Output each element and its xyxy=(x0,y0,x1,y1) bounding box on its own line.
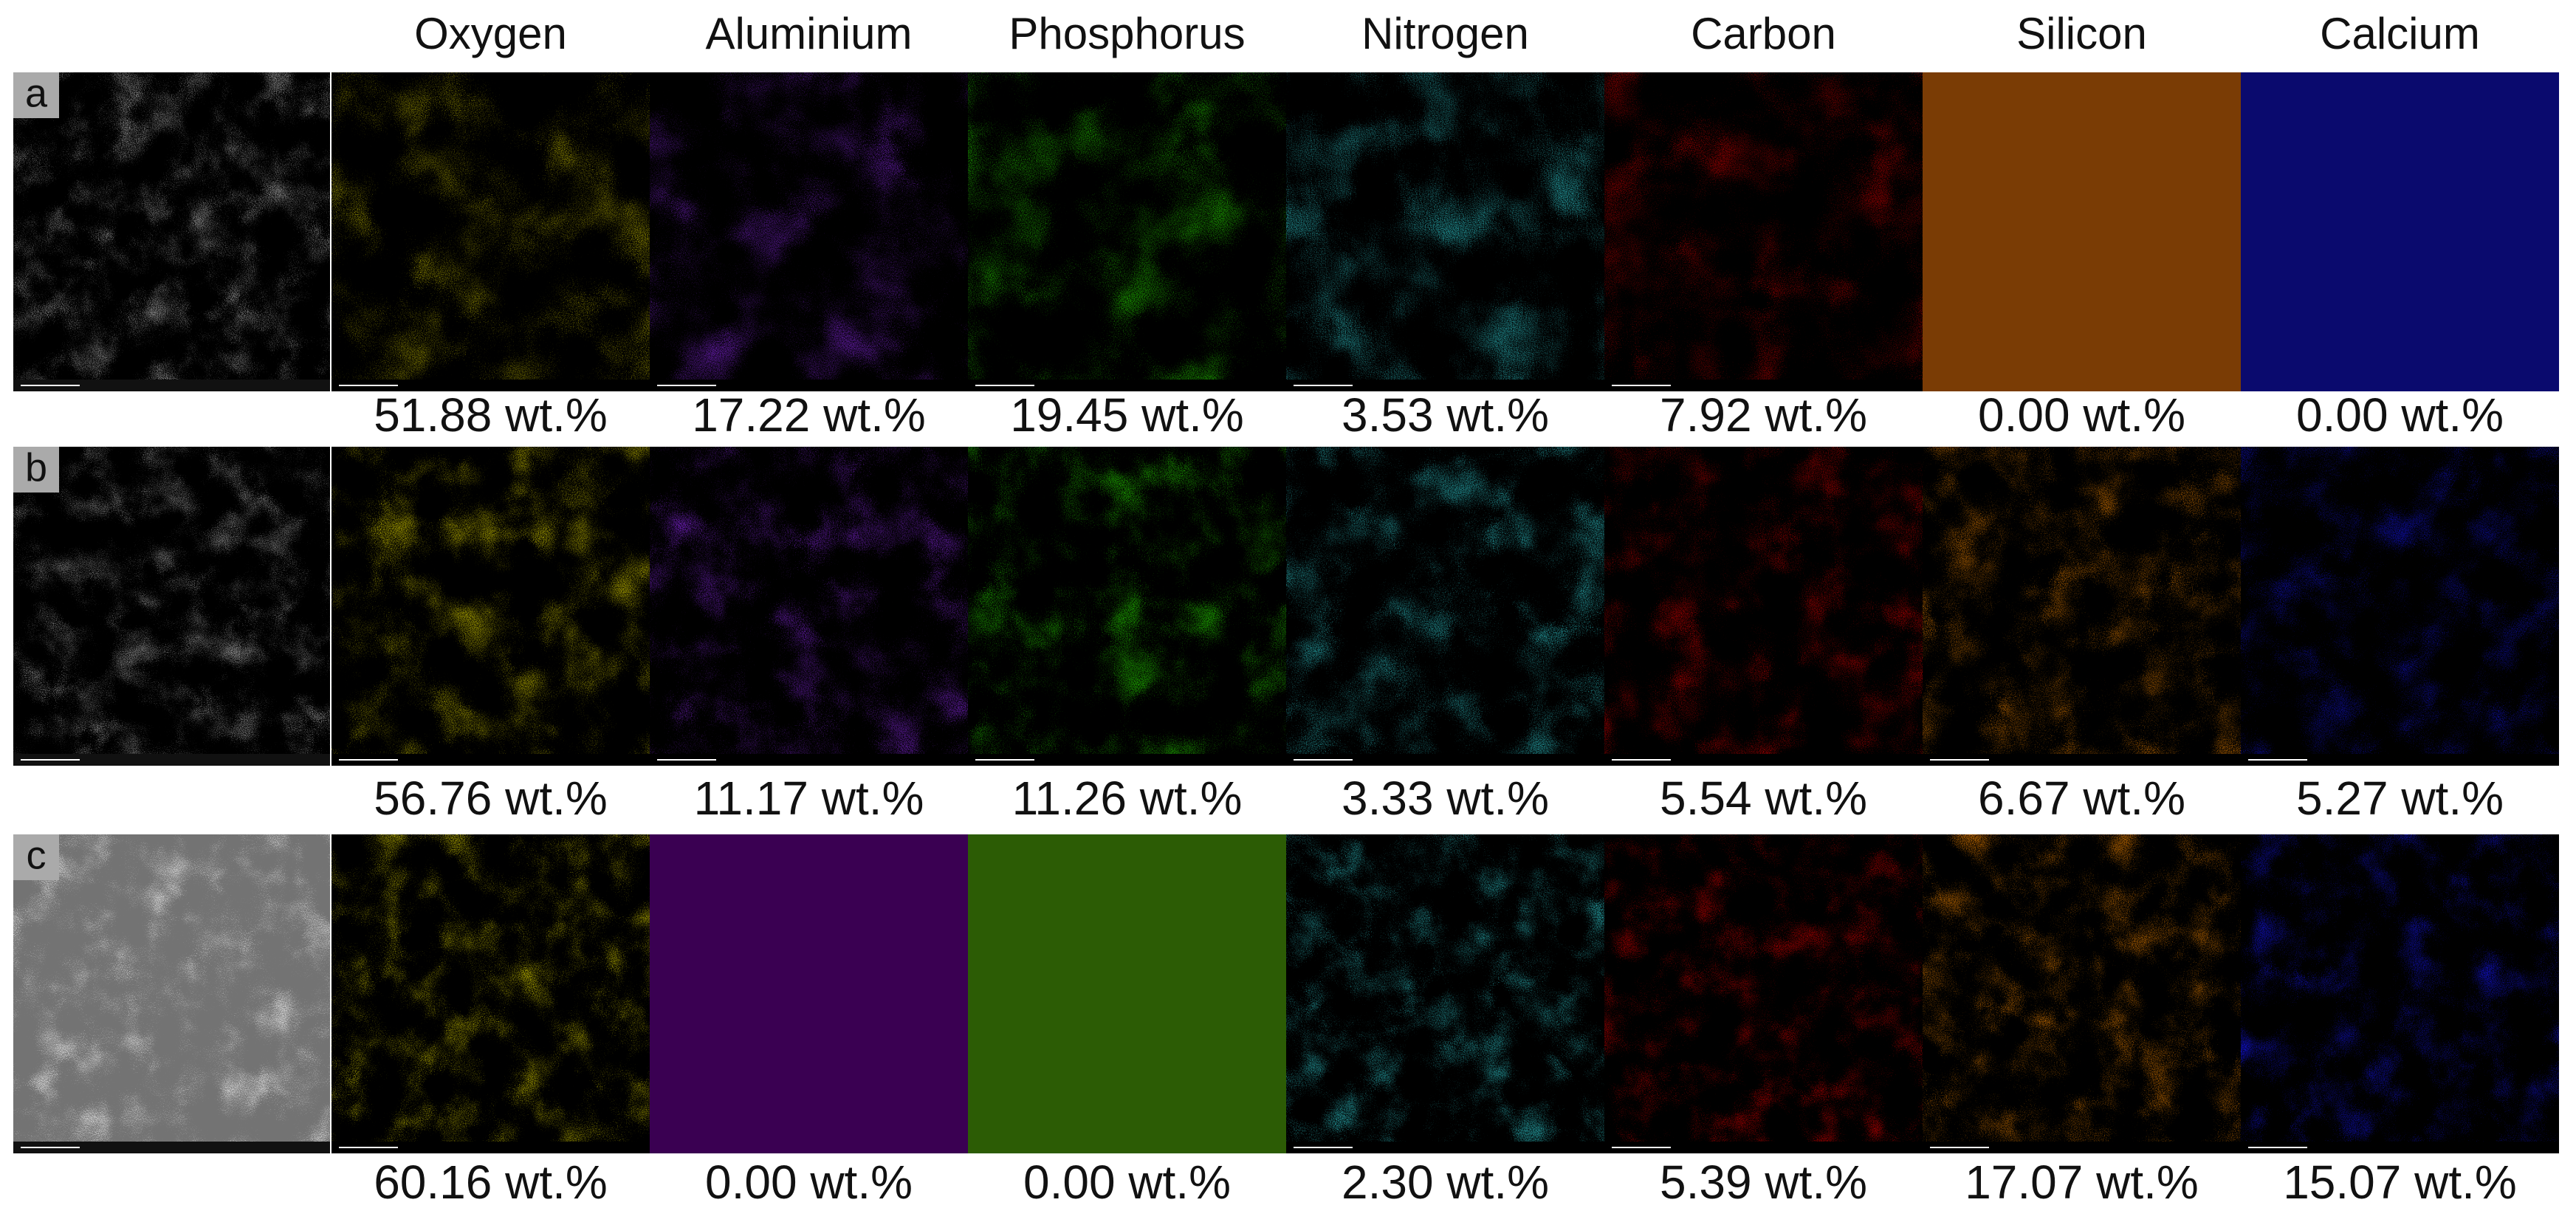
element-wt-percent: 17.22 wt.% xyxy=(692,388,926,442)
element-map xyxy=(968,447,1286,766)
element-wt-percent: 6.67 wt.% xyxy=(1978,772,2185,825)
sem-image xyxy=(13,834,330,1153)
column-header: Carbon xyxy=(1691,9,1836,58)
column-header: Nitrogen xyxy=(1361,9,1529,58)
scale-bar-strip xyxy=(1923,1142,2241,1153)
element-wt-percent: 0.00 wt.% xyxy=(2296,388,2504,442)
element-wt-percent: 0.00 wt.% xyxy=(1978,388,2185,442)
element-map xyxy=(2241,447,2559,766)
scale-bar-strip xyxy=(2241,1142,2559,1153)
scale-bar-strip xyxy=(1286,380,1604,391)
element-wt-percent: 17.07 wt.% xyxy=(1965,1156,2199,1209)
element-map xyxy=(2241,834,2559,1153)
scale-bar-strip xyxy=(1604,380,1923,391)
element-wt-percent: 3.53 wt.% xyxy=(1342,388,1549,442)
column-header: Phosphorus xyxy=(1009,9,1245,58)
element-map xyxy=(332,447,650,766)
element-map-empty xyxy=(650,834,968,1153)
scale-bar-strip xyxy=(650,380,968,391)
element-wt-percent: 5.27 wt.% xyxy=(2296,772,2504,825)
element-wt-percent: 11.26 wt.% xyxy=(1012,772,1243,825)
row-label: b xyxy=(25,445,47,490)
row-label-box xyxy=(13,72,59,118)
element-map xyxy=(1604,72,1923,391)
element-map xyxy=(332,834,650,1153)
column-header: Oxygen xyxy=(414,9,567,58)
element-wt-percent: 0.00 wt.% xyxy=(1023,1156,1231,1209)
scale-bar-strip xyxy=(1604,754,1923,766)
element-wt-percent: 11.17 wt.% xyxy=(694,772,924,825)
row-label-box xyxy=(13,834,59,880)
element-map xyxy=(1923,834,2241,1153)
element-map xyxy=(968,72,1286,391)
row-label: c xyxy=(27,833,47,877)
scale-bar-strip xyxy=(1923,754,2241,766)
scale-bar-strip xyxy=(13,754,330,766)
scale-bar-strip xyxy=(13,1142,330,1153)
scale-bar-strip xyxy=(650,754,968,766)
column-header: Silicon xyxy=(2016,9,2147,58)
element-wt-percent: 0.00 wt.% xyxy=(705,1156,913,1209)
element-wt-percent: 5.39 wt.% xyxy=(1660,1156,1867,1209)
scale-bar-strip xyxy=(2241,754,2559,766)
element-map-empty xyxy=(2241,72,2559,391)
scale-bar-strip xyxy=(13,380,330,391)
element-map xyxy=(332,72,650,391)
element-wt-percent: 7.92 wt.% xyxy=(1660,388,1867,442)
column-header: Calcium xyxy=(2320,9,2480,58)
element-map-empty xyxy=(1923,72,2241,391)
element-map xyxy=(650,72,968,391)
element-wt-percent: 56.76 wt.% xyxy=(374,772,608,825)
scale-bar-strip xyxy=(332,754,650,766)
row-label: a xyxy=(25,71,48,115)
column-header: Aluminium xyxy=(705,9,912,58)
element-wt-percent: 19.45 wt.% xyxy=(1010,388,1244,442)
element-map xyxy=(1604,447,1923,766)
element-map-empty xyxy=(968,834,1286,1153)
sem-overlay xyxy=(13,834,330,1153)
sem-image xyxy=(13,447,330,766)
element-map xyxy=(1923,447,2241,766)
scale-bar-strip xyxy=(1604,1142,1923,1153)
scale-bar-strip xyxy=(968,380,1286,391)
scale-bar-strip xyxy=(332,380,650,391)
scale-bar-strip xyxy=(968,754,1286,766)
element-map xyxy=(1604,834,1923,1153)
element-wt-percent: 3.33 wt.% xyxy=(1342,772,1549,825)
element-map xyxy=(1286,834,1604,1153)
element-map xyxy=(650,447,968,766)
row-label-box xyxy=(13,447,59,493)
element-wt-percent: 51.88 wt.% xyxy=(374,388,608,442)
scale-bar-strip xyxy=(332,1142,650,1153)
scale-bar-strip xyxy=(1286,754,1604,766)
scale-bar-strip xyxy=(1286,1142,1604,1153)
element-wt-percent: 15.07 wt.% xyxy=(2283,1156,2517,1209)
element-map xyxy=(1286,447,1604,766)
element-wt-percent: 2.30 wt.% xyxy=(1342,1156,1549,1209)
element-wt-percent: 5.54 wt.% xyxy=(1660,772,1867,825)
element-wt-percent: 60.16 wt.% xyxy=(374,1156,608,1209)
sem-image xyxy=(13,72,330,391)
element-map xyxy=(1286,72,1604,391)
